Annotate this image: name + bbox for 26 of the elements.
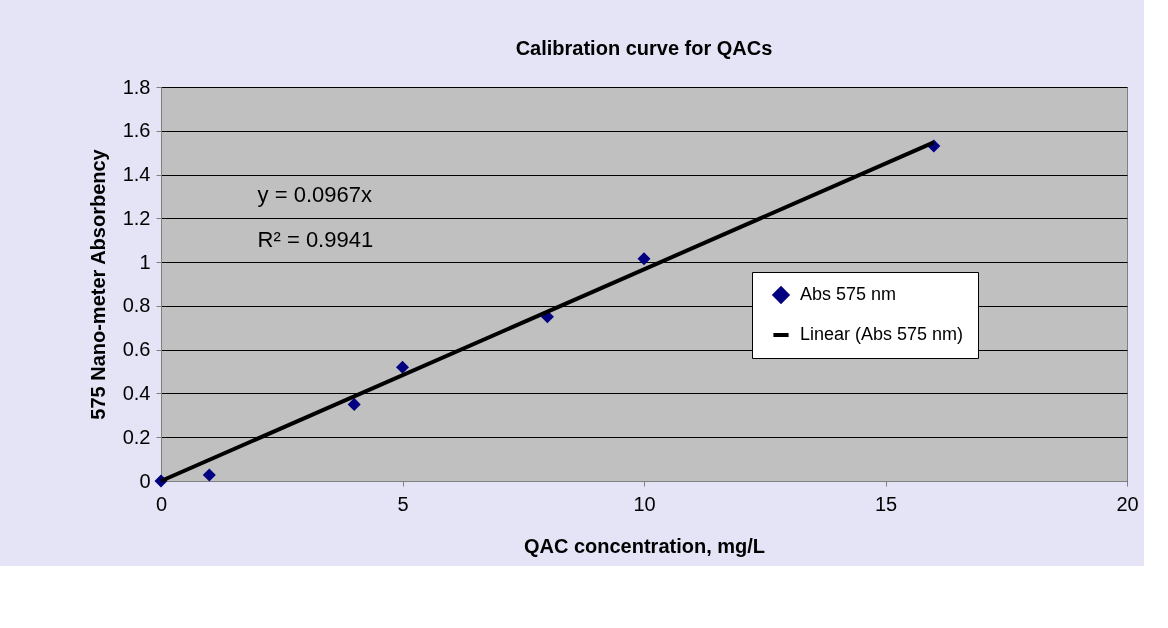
y-axis-title: 575 Nano-meter Absorbency bbox=[86, 148, 109, 420]
y-tick-label: 0 bbox=[139, 469, 151, 492]
y-tick-label: 1.2 bbox=[122, 206, 151, 229]
legend-label: Abs 575 nm bbox=[800, 284, 897, 304]
y-tick-label: 0.6 bbox=[122, 338, 151, 361]
y-tick-label: 1.4 bbox=[122, 163, 151, 186]
x-tick-label: 10 bbox=[633, 492, 656, 515]
y-tick-label: 0.8 bbox=[122, 294, 151, 317]
point bbox=[395, 360, 410, 374]
y-tick-label: 1.6 bbox=[122, 119, 151, 142]
y-tick-label: 0.4 bbox=[122, 381, 151, 404]
y-tick-label: 1.8 bbox=[122, 75, 151, 98]
point bbox=[347, 397, 361, 411]
x-tick-label: 5 bbox=[397, 492, 409, 515]
x-tick-label: 15 bbox=[874, 492, 898, 515]
x-tick-label: 20 bbox=[1116, 492, 1139, 515]
point bbox=[637, 252, 651, 266]
x-tick-label: 0 bbox=[155, 492, 168, 515]
annotation: R² = 0.9941 bbox=[257, 227, 374, 253]
y-tick-label: 0.2 bbox=[122, 425, 151, 448]
annotation: y = 0.0967x bbox=[257, 182, 372, 208]
legend-label: Linear (Abs 575 nm) bbox=[800, 324, 964, 344]
x-axis-title: QAC concentration, mg/L bbox=[523, 534, 766, 557]
point bbox=[202, 468, 216, 482]
chart-title: Calibration curve for QACs bbox=[515, 37, 773, 59]
y-tick-label: 1 bbox=[139, 250, 151, 273]
